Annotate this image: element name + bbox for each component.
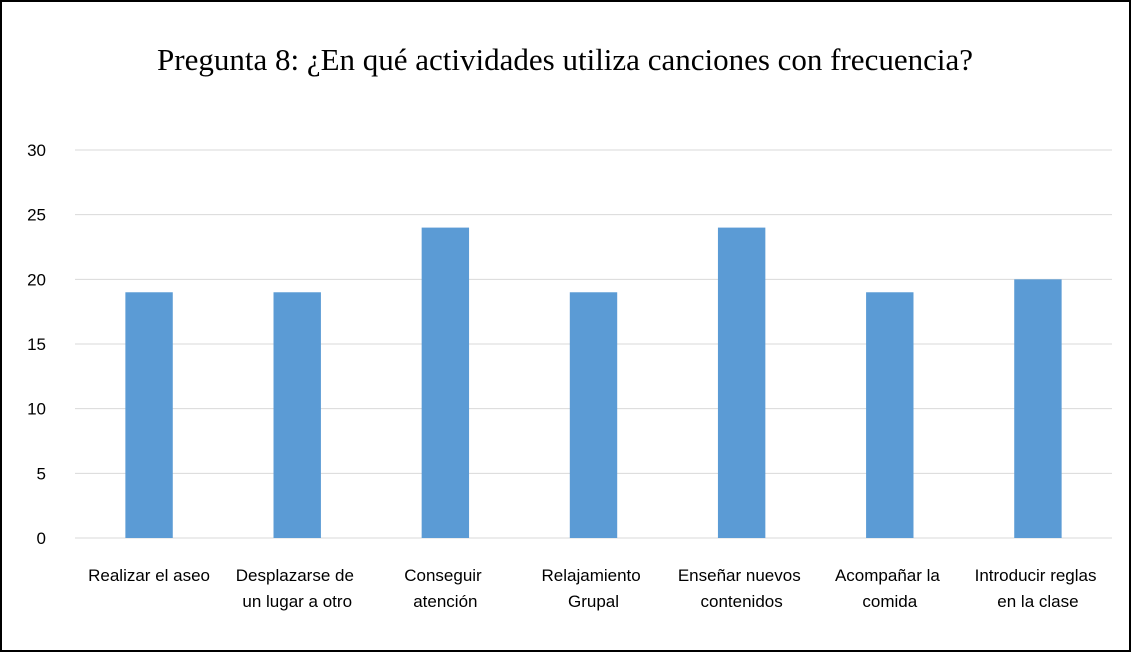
bar [569,292,618,538]
bar [717,227,766,538]
y-tick-label: 25 [27,206,46,225]
bar [1014,279,1062,538]
y-tick-label: 20 [27,270,46,289]
y-tick-label: 0 [37,529,46,548]
x-tick-label: Acompañar la comida [835,566,945,611]
bar [866,292,914,538]
bar [421,227,470,538]
x-tick-label: Desplazarse de un lugar a otro [236,566,359,611]
y-tick-label: 15 [27,335,46,354]
bar [273,292,321,538]
y-tick-label: 5 [37,464,46,483]
chart-title: Pregunta 8: ¿En qué actividades utiliza … [157,42,973,77]
x-tick-label: Enseñar nuevos contenidos [678,566,806,611]
x-tick-label: Conseguir atención [404,566,486,611]
x-tick-label: Introducir reglas en la clase [975,566,1102,611]
y-tick-label: 10 [27,400,46,419]
x-tick-label: Relajamiento Grupal [542,566,646,611]
y-tick-label: 30 [27,141,46,160]
bar [125,292,173,538]
x-tick-label: Realizar el aseo [88,566,210,585]
